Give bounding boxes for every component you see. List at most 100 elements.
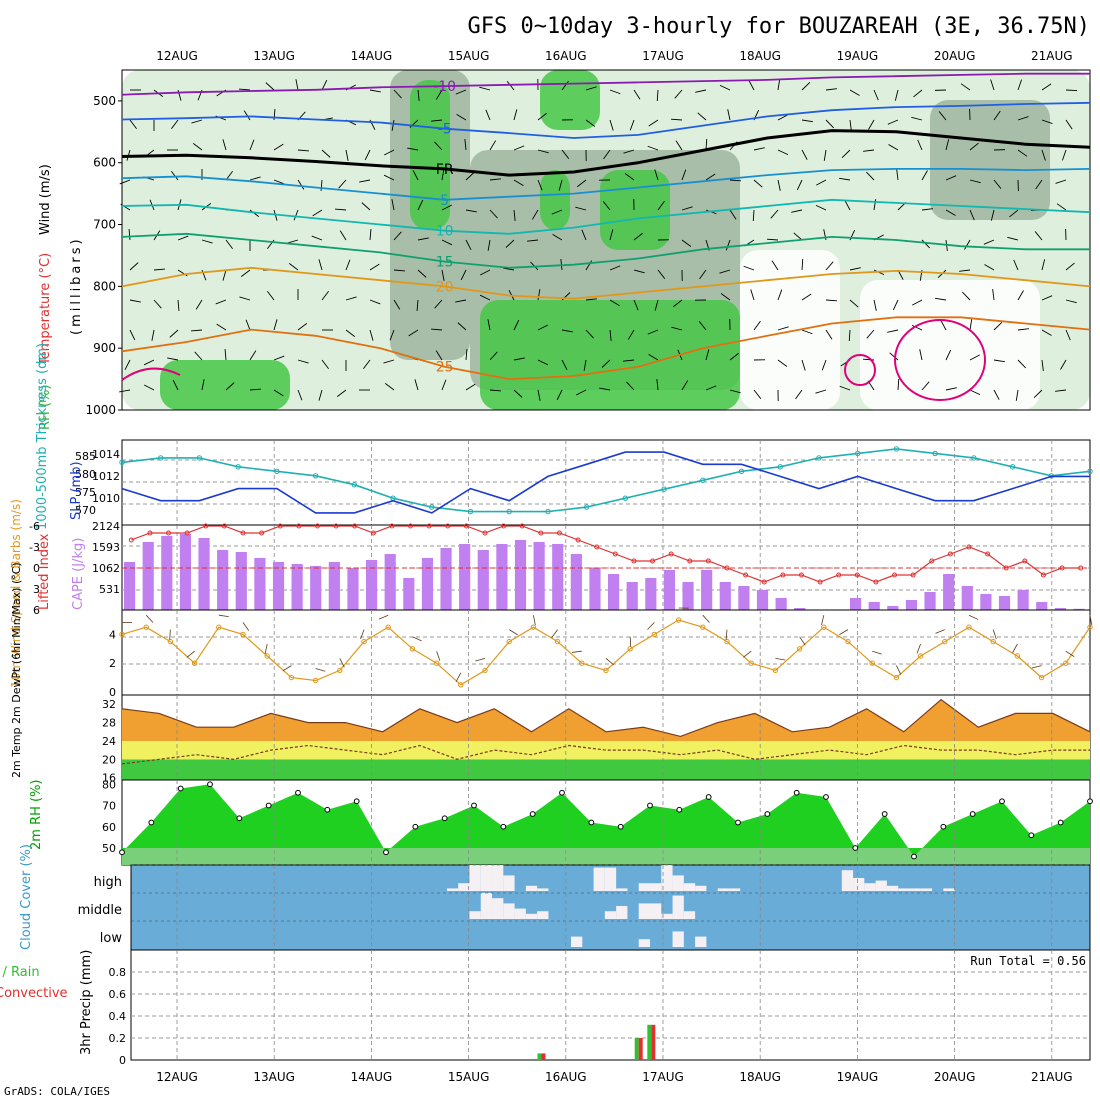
- precip-total-bar: [634, 1038, 639, 1060]
- wind-barb: [143, 384, 155, 391]
- wind-barb: [725, 629, 728, 640]
- wind-barb: [1055, 179, 1067, 184]
- lifted-point: [743, 572, 749, 578]
- wind-barb: [743, 265, 755, 271]
- cape-bar: [496, 543, 508, 610]
- wind-barb: [825, 329, 833, 340]
- cloud-bar: [571, 936, 583, 947]
- wind-barb: [777, 359, 788, 367]
- cloud-bar: [672, 875, 684, 891]
- cloud-bar: [717, 888, 729, 891]
- cape-bar: [663, 569, 676, 610]
- wind-barb: [702, 614, 710, 623]
- wind-barb: [945, 349, 952, 361]
- wind-barb: [825, 88, 837, 91]
- bottom-date-label: 12AUG: [156, 1070, 198, 1084]
- wind-barb: [839, 629, 849, 635]
- lifted-point: [1040, 572, 1046, 578]
- wind-barb: [990, 209, 995, 221]
- cape-bar: [645, 577, 657, 610]
- wind-barb: [222, 269, 227, 281]
- lifted-tick: 3: [33, 583, 40, 596]
- lifted-point: [221, 523, 227, 529]
- wind-barb: [119, 179, 131, 185]
- cloud-cover-panel: Cloud Cover (%) high middle low: [19, 844, 1091, 951]
- wind-barb: [577, 179, 587, 188]
- cape-bar: [552, 543, 564, 610]
- wind-barb: [727, 109, 731, 121]
- rh-shading-region: [480, 300, 740, 410]
- cloud-bar: [728, 888, 741, 891]
- wind-barb: [681, 206, 693, 211]
- wind-barb: [791, 209, 803, 213]
- wind-barb: [508, 629, 518, 636]
- cloud-bar: [492, 898, 504, 919]
- wind-barb: [441, 169, 445, 181]
- wind-barb: [753, 147, 765, 151]
- wind-barb: [465, 239, 472, 251]
- thickness-tick: 575: [75, 486, 96, 499]
- wind-barb: [1007, 236, 1019, 241]
- rh-point: [588, 819, 595, 826]
- wind-barb: [868, 119, 875, 130]
- wind-barb: [775, 658, 786, 661]
- lifted-point: [705, 558, 711, 564]
- wind-barb: [129, 299, 141, 303]
- wind-barb: [575, 206, 587, 211]
- cloud-bar: [695, 885, 707, 891]
- wind-barb: [603, 149, 611, 160]
- wind-barb: [455, 672, 462, 682]
- wind-barb: [455, 89, 467, 95]
- wind-barb: [945, 139, 950, 151]
- wind-barb: [1017, 149, 1028, 157]
- wind-barb: [964, 239, 971, 250]
- top-date-label: 14AUG: [351, 49, 393, 63]
- wind-barb: [537, 149, 549, 154]
- wind-barb: [1060, 359, 1067, 370]
- cloud-level-low: low: [100, 931, 123, 946]
- precip-frame: [130, 949, 1091, 1061]
- wind-tick: 4: [109, 628, 116, 641]
- wind-barb: [435, 350, 443, 361]
- cape-bar: [719, 581, 731, 610]
- wind-barb: [360, 629, 365, 640]
- cape-bar: [235, 551, 247, 610]
- wind-barb: [119, 389, 131, 393]
- temp-tick: 20: [102, 753, 116, 766]
- wind-barb: [601, 359, 611, 368]
- wind-barb: [249, 350, 257, 361]
- wind-barb: [1009, 209, 1019, 218]
- wind-barb: [823, 149, 827, 161]
- wind10-content: 4 2 0: [109, 607, 1093, 699]
- wind-barb: [1065, 89, 1078, 92]
- cloud-bar: [446, 888, 459, 891]
- cape-bar: [850, 597, 862, 610]
- wind-barb: [489, 389, 501, 392]
- rh2m-panel: 80 70 60 50 2m RH (%): [29, 778, 1093, 866]
- upper-wind-barbs: [119, 78, 1078, 402]
- cape-bar: [980, 593, 992, 610]
- top-date-labels: 12AUG 13AUG 14AUG 15AUG 16AUG 17AUG 18AUG 19AUG…: [156, 49, 1072, 63]
- wind-barb: [191, 329, 203, 332]
- wind-barb: [393, 299, 401, 310]
- wind-barb: [863, 149, 875, 152]
- lifted-point: [929, 558, 935, 564]
- lifted-point: [947, 551, 953, 557]
- wind-barb: [1041, 359, 1044, 371]
- wind-barb: [456, 113, 467, 121]
- wind-speed-point: [651, 631, 658, 638]
- wind-barb: [777, 289, 783, 301]
- wind-barb: [705, 349, 710, 361]
- thickness-point: [893, 446, 900, 452]
- thickness-tick: 580: [75, 468, 96, 481]
- wind-barb: [866, 329, 875, 339]
- lifted-tick: 0: [33, 562, 40, 575]
- thickness-point: [700, 477, 706, 483]
- wind-barb: [968, 614, 979, 620]
- cape-bar: [459, 543, 471, 610]
- wind-barb: [177, 299, 180, 311]
- lifted-point: [724, 565, 730, 571]
- wind10-panel: 4 2 0 10m Wind Speed & Barbs (m/s): [9, 499, 1093, 699]
- cloud-bar: [683, 883, 696, 891]
- cloud-cover-content: [131, 864, 1090, 950]
